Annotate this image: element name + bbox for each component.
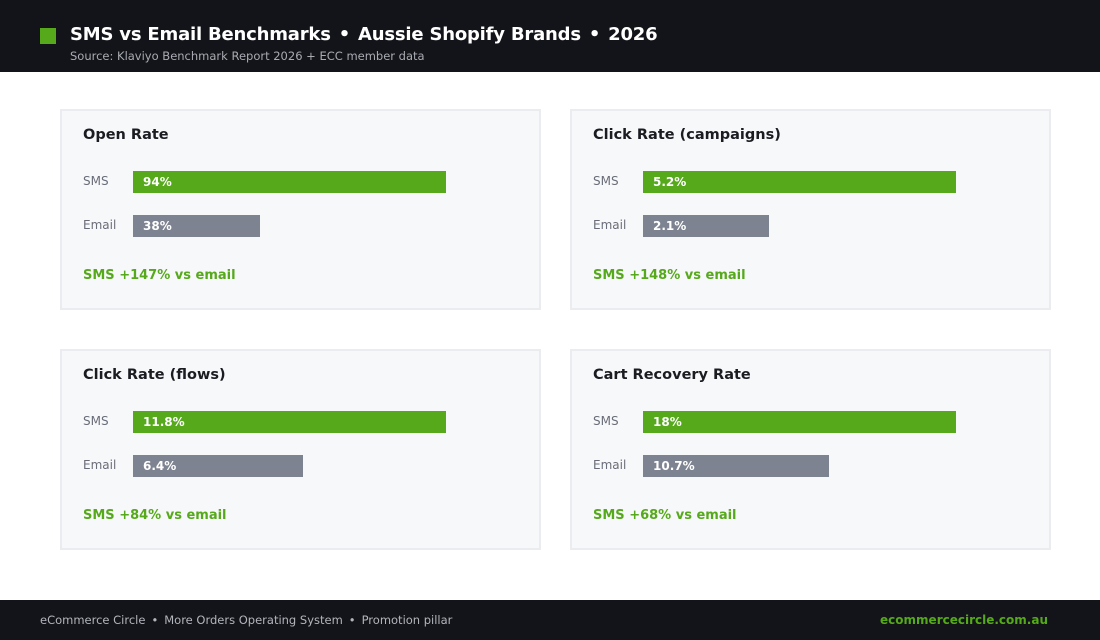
footer-item-brand: eCommerce Circle — [40, 613, 146, 627]
chart-card-3: Click Rate (flows) SMS 11.8% Email 6.4% SMS +… — [60, 349, 541, 550]
bar-value-label: 94% — [143, 175, 172, 189]
page-title: SMS vs Email Benchmarks • Aussie Shopify B… — [70, 24, 658, 45]
chart-title: Click Rate (flows) — [83, 367, 226, 383]
source-subtitle: Source: Klaviyo Benchmark Report 2026 + … — [70, 49, 425, 63]
brand-square-icon — [40, 28, 56, 44]
footer-item-pillar: Promotion pillar — [361, 613, 453, 627]
bar-sms: 5.2% — [643, 171, 956, 193]
category-label-email: Email — [83, 218, 117, 232]
title-part-1: SMS vs Email Benchmarks — [70, 24, 331, 45]
bar-sms: 11.8% — [133, 411, 446, 433]
comparison-note: SMS +147% vs email — [83, 268, 236, 283]
chart-title: Cart Recovery Rate — [593, 367, 751, 383]
title-part-3: 2026 — [608, 24, 658, 45]
bar-sms: 94% — [133, 171, 446, 193]
title-separator: • — [338, 24, 351, 45]
bar-value-label: 18% — [653, 415, 682, 429]
bar-email: 10.7% — [643, 455, 829, 477]
footer-website-link[interactable]: ecommercecircle.com.au — [880, 613, 1048, 627]
comparison-note: SMS +148% vs email — [593, 268, 746, 283]
title-part-2: Aussie Shopify Brands — [358, 24, 581, 45]
footer-separator: • — [348, 613, 356, 627]
chart-card-2: Click Rate (campaigns) SMS 5.2% Email 2.1% SM… — [570, 109, 1051, 310]
category-label-sms: SMS — [593, 174, 619, 188]
category-label-sms: SMS — [83, 414, 109, 428]
header-banner: SMS vs Email Benchmarks • Aussie Shopify B… — [0, 0, 1100, 72]
title-separator: • — [588, 24, 601, 45]
chart-card-1: Open Rate SMS 94% Email 38% SMS +147% vs emai… — [60, 109, 541, 310]
category-label-sms: SMS — [593, 414, 619, 428]
bar-value-label: 5.2% — [653, 175, 687, 189]
chart-title: Open Rate — [83, 127, 169, 143]
bar-value-label: 6.4% — [143, 459, 177, 473]
chart-card-4: Cart Recovery Rate SMS 18% Email 10.7% SMS +6… — [570, 349, 1051, 550]
bar-value-label: 10.7% — [653, 459, 695, 473]
bar-email: 2.1% — [643, 215, 769, 237]
category-label-email: Email — [83, 458, 117, 472]
category-label-email: Email — [593, 458, 627, 472]
comparison-note: SMS +68% vs email — [593, 508, 737, 523]
bar-sms: 18% — [643, 411, 956, 433]
bar-value-label: 11.8% — [143, 415, 185, 429]
bar-email: 38% — [133, 215, 260, 237]
bar-email: 6.4% — [133, 455, 303, 477]
footer-item-system: More Orders Operating System — [164, 613, 343, 627]
chart-title: Click Rate (campaigns) — [593, 127, 781, 143]
footer-breadcrumb: eCommerce Circle • More Orders Operating S… — [40, 613, 452, 627]
comparison-note: SMS +84% vs email — [83, 508, 227, 523]
category-label-sms: SMS — [83, 174, 109, 188]
footer-separator: • — [151, 613, 159, 627]
bar-value-label: 2.1% — [653, 219, 687, 233]
bar-value-label: 38% — [143, 219, 172, 233]
category-label-email: Email — [593, 218, 627, 232]
footer-bar: eCommerce Circle • More Orders Operating S… — [0, 600, 1100, 640]
